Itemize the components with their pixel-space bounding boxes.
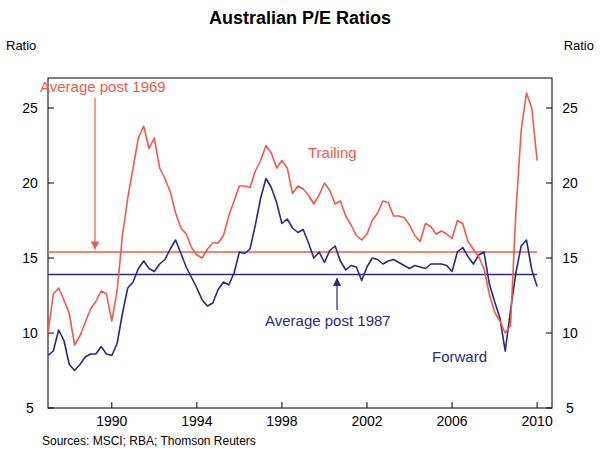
plot-frame [48,78,552,408]
data-line [48,179,537,371]
y-tick [546,108,552,109]
y-tick-label: 10 [22,325,38,341]
average-line [48,274,537,276]
annotation-arrow [94,98,95,249]
x-tick [537,402,538,408]
y-axis-label: Ratio [6,38,36,53]
series-label: Average post 1969 [40,78,166,95]
series-group [48,93,537,371]
y-tick-label: 25 [22,100,38,116]
y-tick [48,183,54,184]
source: Sources: MSCI; RBA; Thomson Reuters [42,434,256,448]
x-tick-label: 2006 [436,413,467,429]
x-tick-label: 2002 [351,413,382,429]
y-tick-label: 5 [26,400,34,416]
y-tick-label-right: 15 [562,250,578,266]
y-tick [546,258,552,259]
y-tick-label-right: 10 [562,325,578,341]
y-tick [546,183,552,184]
x-tick [111,402,112,408]
title: Australian P/E Ratios [209,8,391,28]
y-tick [546,408,552,409]
x-tick [281,402,282,408]
y-tick-label: 20 [22,175,38,191]
y-tick [48,333,54,334]
y-tick [48,258,54,259]
series-label: Trailing [308,144,357,161]
series-label: Average post 1987 [265,312,391,329]
x-tick-label: 2010 [522,413,553,429]
series-label: Forward [432,348,487,365]
x-tick [196,402,197,408]
y-tick-label-right: 25 [562,100,578,116]
x-tick-label: 1998 [266,413,297,429]
y-tick [546,333,552,334]
y-tick-label-right: 20 [562,175,578,191]
y-tick [48,408,54,409]
annotation-arrow [336,279,337,311]
y-tick-label-right: 5 [566,400,574,416]
x-tick-label: 1990 [96,413,127,429]
x-tick [452,402,453,408]
x-tick [366,402,367,408]
y-axis-label-right: Ratio [564,38,594,53]
data-line [48,93,537,345]
y-tick [48,108,54,109]
y-tick-label: 15 [22,250,38,266]
chart: Australian P/E Ratios Ratio Ratio 5 5 10 10 15 1… [0,0,600,452]
x-tick-label: 1994 [181,413,212,429]
